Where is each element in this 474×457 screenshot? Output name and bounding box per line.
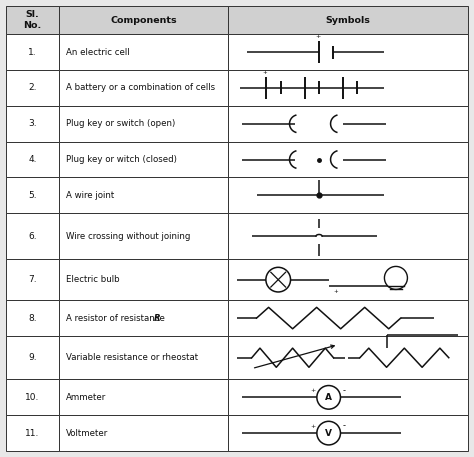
Bar	[6, 336, 59, 379]
Bar	[59, 379, 228, 415]
Text: 1.: 1.	[28, 48, 37, 57]
Text: A battery or a combination of cells: A battery or a combination of cells	[66, 84, 215, 92]
Bar	[228, 70, 468, 106]
Circle shape	[317, 386, 340, 409]
Text: Plug key or switch (open): Plug key or switch (open)	[66, 119, 175, 128]
Text: Plug key or witch (closed): Plug key or witch (closed)	[66, 155, 177, 164]
Text: +: +	[310, 424, 316, 429]
Text: Components: Components	[110, 16, 177, 25]
Bar	[228, 6, 468, 34]
Bar	[228, 415, 468, 451]
Text: 2.: 2.	[28, 84, 37, 92]
Text: Electric bulb: Electric bulb	[66, 275, 120, 284]
Text: 5.: 5.	[28, 191, 37, 200]
Text: 4.: 4.	[28, 155, 37, 164]
Text: 10.: 10.	[26, 393, 40, 402]
Bar	[6, 259, 59, 300]
Text: -: -	[343, 421, 346, 430]
Bar	[59, 259, 228, 300]
Text: +: +	[315, 34, 321, 39]
Text: A wire joint: A wire joint	[66, 191, 114, 200]
Text: A resistor of resistance: A resistor of resistance	[66, 314, 168, 323]
Bar	[59, 6, 228, 34]
Circle shape	[384, 266, 408, 289]
Bar	[6, 70, 59, 106]
Bar	[6, 213, 59, 259]
Text: 8.: 8.	[28, 314, 37, 323]
Text: 11.: 11.	[26, 429, 40, 438]
Text: Ammeter: Ammeter	[66, 393, 106, 402]
Circle shape	[317, 421, 340, 445]
Bar	[59, 300, 228, 336]
Bar	[59, 213, 228, 259]
Bar	[6, 106, 59, 142]
Bar	[6, 142, 59, 177]
Bar	[59, 142, 228, 177]
Text: An electric cell: An electric cell	[66, 48, 130, 57]
Text: 3.: 3.	[28, 119, 37, 128]
Bar	[59, 106, 228, 142]
Bar	[228, 336, 468, 379]
Text: 7.: 7.	[28, 275, 37, 284]
Bar	[228, 379, 468, 415]
Text: +: +	[334, 289, 338, 294]
Bar	[228, 177, 468, 213]
Bar	[228, 259, 468, 300]
Text: Variable resistance or rheostat: Variable resistance or rheostat	[66, 353, 198, 362]
Bar	[228, 300, 468, 336]
Text: Wire crossing without joining: Wire crossing without joining	[66, 232, 191, 241]
Bar	[59, 70, 228, 106]
Text: -: -	[343, 386, 346, 395]
Text: V: V	[325, 429, 332, 438]
Text: 9.: 9.	[28, 353, 37, 362]
Text: Symbols: Symbols	[326, 16, 370, 25]
Bar	[6, 300, 59, 336]
Text: +: +	[310, 388, 316, 393]
Text: 6.: 6.	[28, 232, 37, 241]
Text: +: +	[263, 70, 268, 75]
Text: A: A	[325, 393, 332, 402]
Text: R: R	[154, 314, 160, 323]
Bar	[59, 415, 228, 451]
Bar	[6, 177, 59, 213]
Bar	[228, 106, 468, 142]
Bar	[59, 336, 228, 379]
Bar	[6, 34, 59, 70]
Bar	[6, 415, 59, 451]
Bar	[228, 142, 468, 177]
Bar	[228, 34, 468, 70]
Text: Sl.
No.: Sl. No.	[23, 11, 42, 30]
Text: Voltmeter: Voltmeter	[66, 429, 109, 438]
Bar	[59, 34, 228, 70]
Bar	[6, 379, 59, 415]
Bar	[59, 177, 228, 213]
Bar	[6, 6, 59, 34]
Bar	[228, 213, 468, 259]
